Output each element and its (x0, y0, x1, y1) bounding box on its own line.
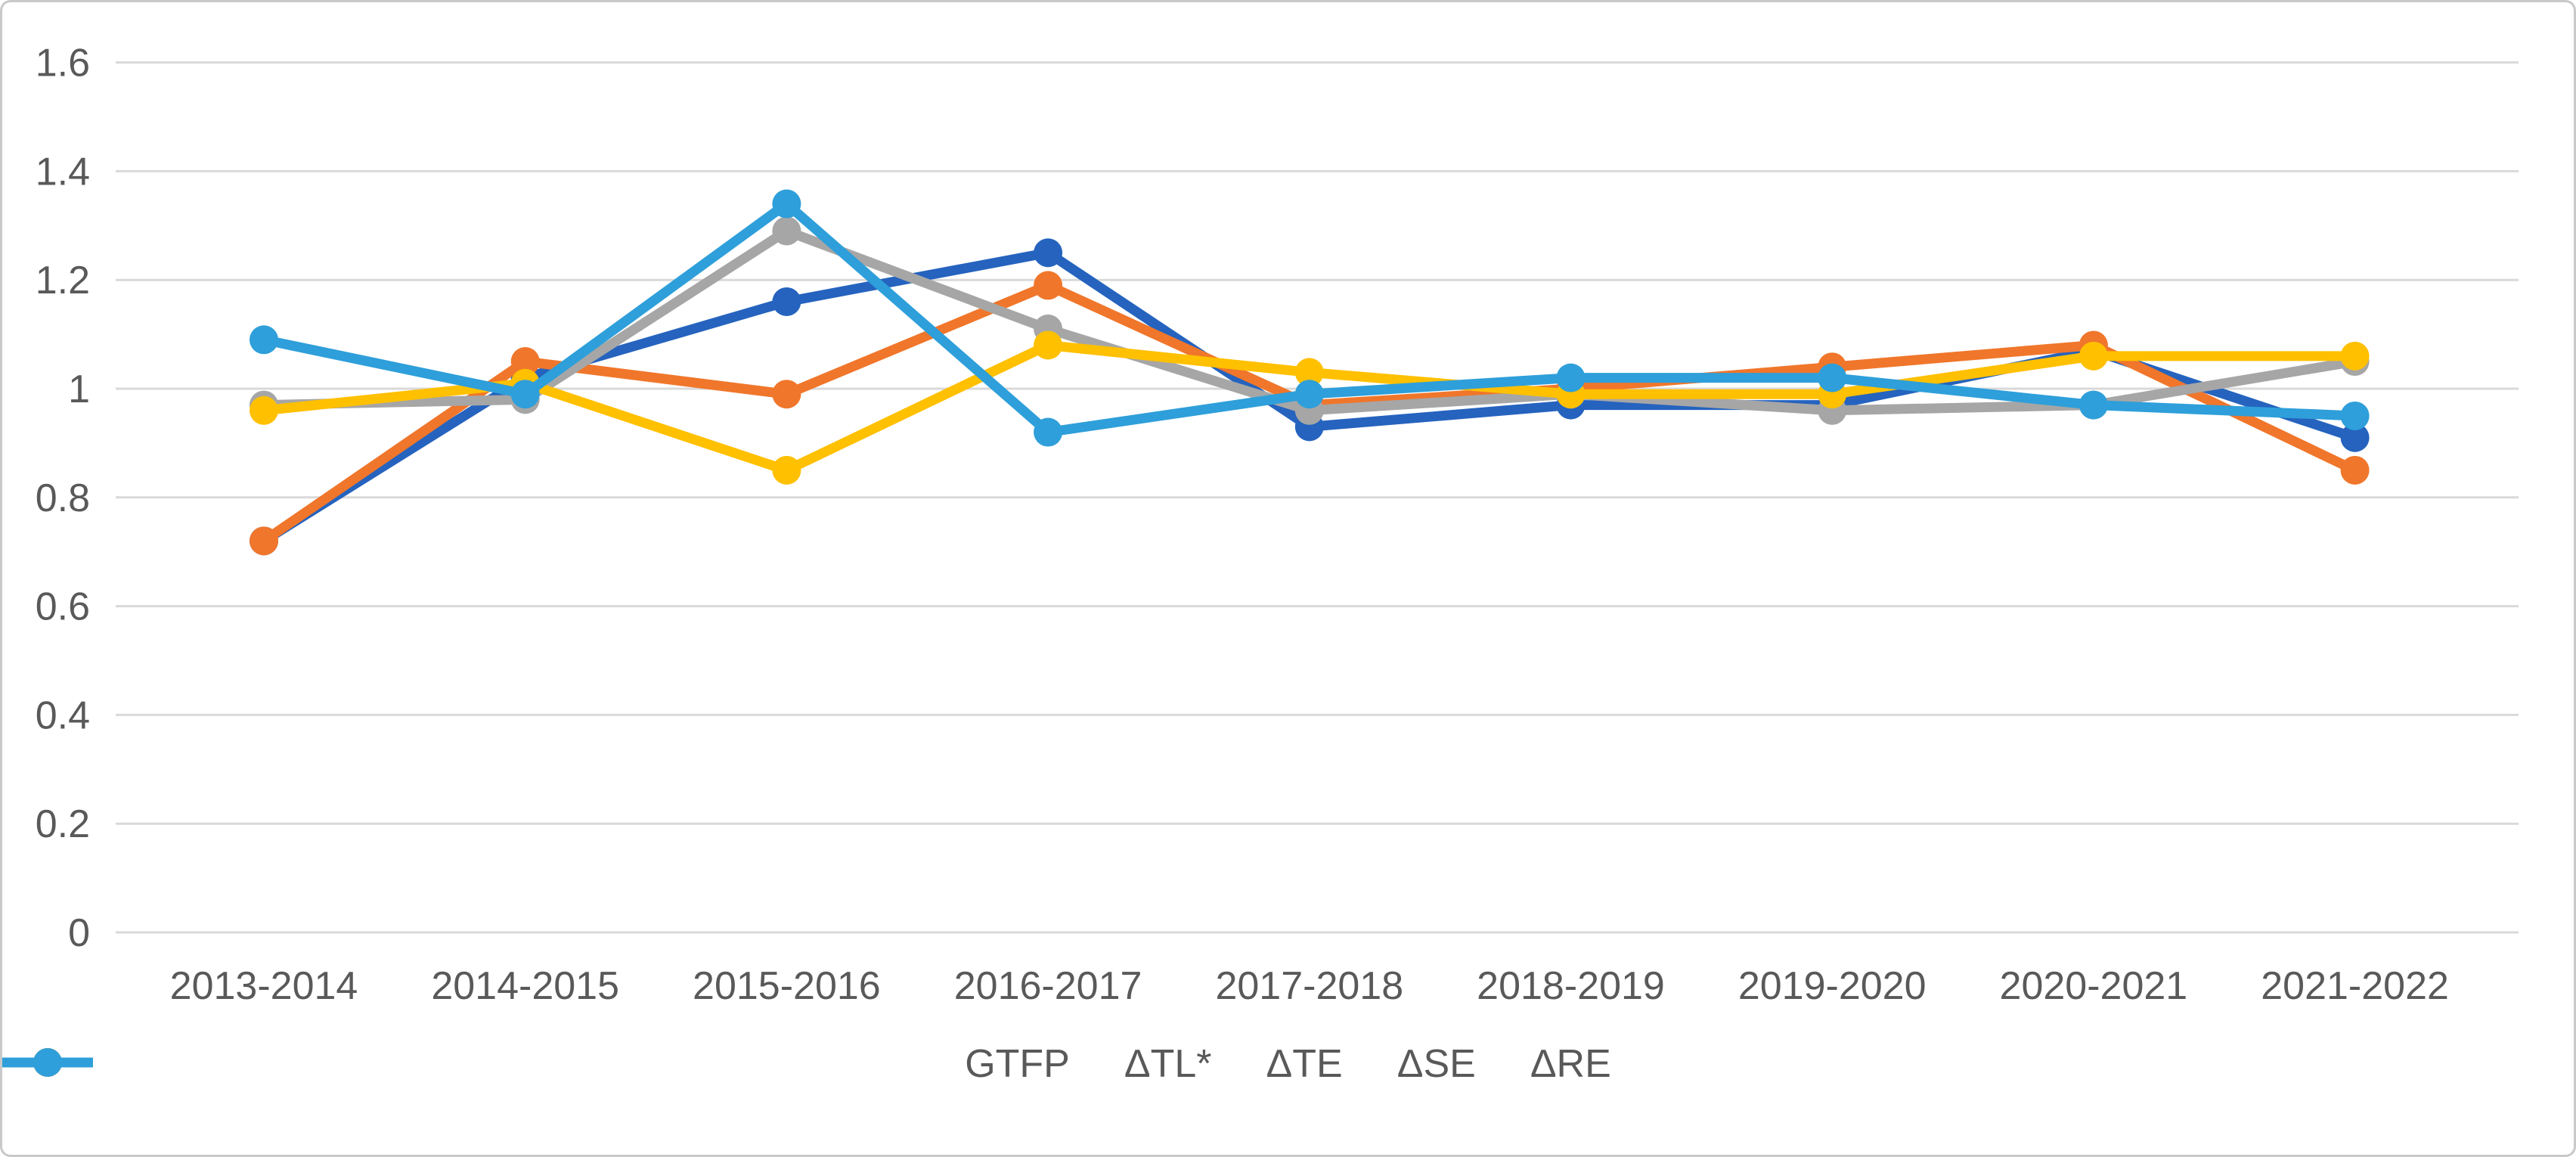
data-point-ΔTL*-2015-2016 (772, 380, 801, 409)
data-point-GTFP-2021-2022 (2340, 423, 2370, 452)
legend-item-ΔTL*: ΔTL* (2, 1042, 1212, 1086)
legend-label: GTFP (965, 1042, 1070, 1086)
y-axis-tick-label: 1 (68, 368, 90, 411)
data-point-ΔSE-2015-2016 (772, 455, 801, 485)
y-axis-tick-label: 0.8 (36, 476, 90, 520)
data-point-ΔRE-2015-2016 (772, 189, 801, 219)
y-axis-tick-label: 0.6 (36, 585, 90, 629)
data-point-GTFP-2016-2017 (1034, 238, 1063, 268)
y-axis-tick-label: 1.6 (36, 42, 90, 85)
x-axis-tick-label: 2021-2022 (2261, 964, 2449, 1008)
data-point-ΔRE-2016-2017 (1034, 417, 1063, 447)
y-axis-tick-label: 0.2 (36, 802, 90, 846)
data-point-ΔSE-2020-2021 (2078, 341, 2108, 371)
y-axis-tick-label: 1.4 (36, 150, 90, 194)
data-point-ΔTL*-2013-2014 (250, 526, 278, 556)
y-axis-tick-label: 0.4 (36, 693, 90, 737)
x-axis-tick-label: 2015-2016 (693, 964, 881, 1008)
x-axis-tick-label: 2018-2019 (1477, 964, 1665, 1008)
data-point-ΔRE-2018-2019 (1556, 363, 1586, 392)
data-point-ΔTL*-2021-2022 (2340, 455, 2370, 485)
data-point-ΔRE-2013-2014 (250, 325, 278, 355)
data-point-ΔTL*-2014-2015 (510, 347, 540, 377)
data-point-ΔRE-2020-2021 (2078, 390, 2108, 420)
chart-legend: GTFP ΔTL* ΔTE ΔSE ΔRE (2, 1044, 2574, 1084)
data-point-ΔRE-2014-2015 (510, 380, 540, 409)
data-point-ΔTL*-2016-2017 (1034, 271, 1063, 300)
y-axis-tick-label: 0 (68, 911, 90, 955)
data-point-ΔSE-2021-2022 (2340, 341, 2370, 371)
data-point-ΔRE-2017-2018 (1294, 380, 1324, 409)
x-axis-tick-label: 2014-2015 (431, 964, 619, 1008)
data-point-ΔTE-2015-2016 (772, 216, 801, 246)
x-axis-tick-label: 2013-2014 (170, 964, 358, 1008)
legend-marker-icon (2, 1048, 93, 1077)
data-point-GTFP-2015-2016 (772, 287, 801, 316)
data-point-ΔSE-2016-2017 (1034, 330, 1063, 360)
data-point-ΔSE-2017-2018 (1294, 358, 1324, 387)
y-axis-tick-label: 1.2 (36, 259, 90, 302)
x-axis-tick-label: 2016-2017 (954, 964, 1142, 1008)
legend-label: ΔRE (1530, 1042, 1611, 1086)
legend-item-ΔSE: ΔSE (2, 1042, 1476, 1086)
legend-item-GTFP: GTFP (2, 1042, 1070, 1086)
x-axis-tick-label: 2020-2021 (2000, 964, 2188, 1008)
legend-item-ΔRE: ΔRE (2, 1042, 1611, 1086)
legend-label: ΔTL* (1124, 1042, 1212, 1086)
legend-label: ΔSE (1396, 1042, 1476, 1086)
data-point-ΔRE-2021-2022 (2340, 401, 2370, 430)
legend-item-ΔTE: ΔTE (2, 1042, 1343, 1086)
data-point-ΔSE-2013-2014 (250, 395, 278, 425)
data-point-ΔRE-2019-2020 (1818, 363, 1847, 392)
x-axis-tick-label: 2017-2018 (1215, 964, 1403, 1008)
legend-label: ΔTE (1266, 1042, 1343, 1086)
x-axis-tick-label: 2019-2020 (1738, 964, 1927, 1008)
